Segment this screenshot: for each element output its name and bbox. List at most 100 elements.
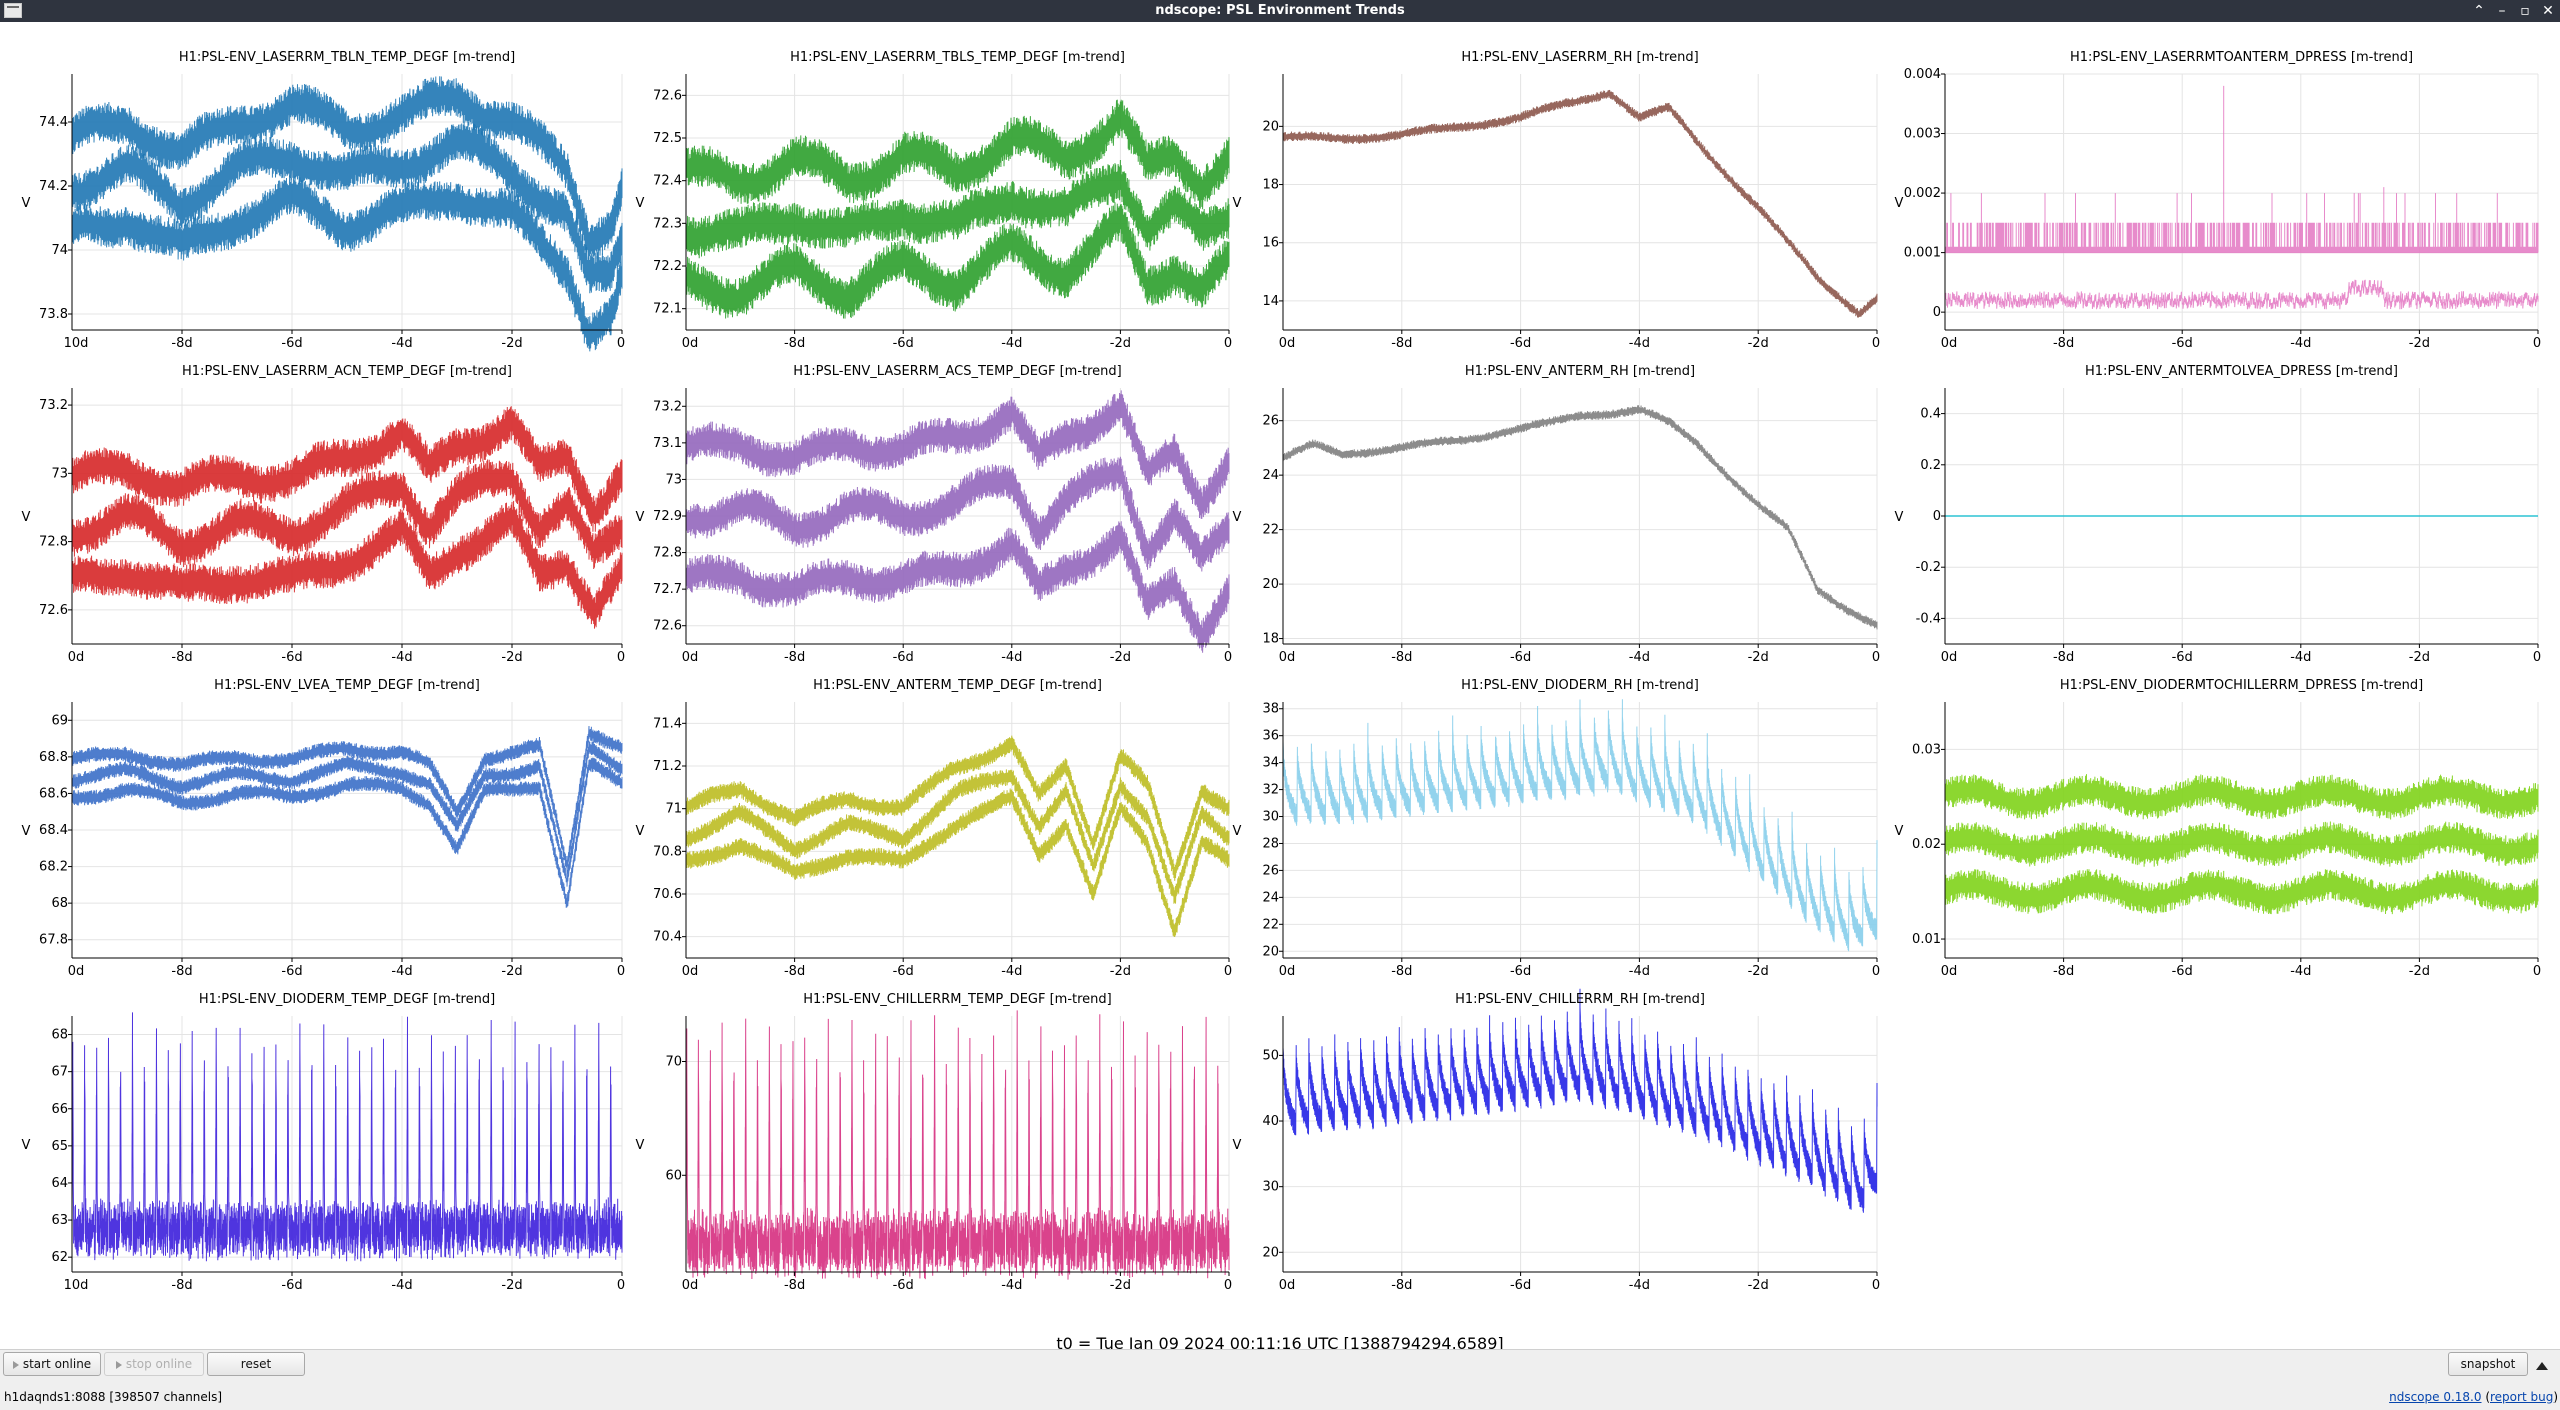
y-tick-label: 26: [1262, 863, 1279, 878]
plot-9[interactable]: 0d -8d -6d -4d -2d 0 67.8 68 68.2 68.4 68.6 68.8 69 V…: [22, 678, 626, 979]
report-bug-link[interactable]: report bug: [2490, 1390, 2554, 1404]
plot-6[interactable]: 0d -8d -6d -4d -2d 0 72.6 72.7 72.8 72.9 73 73.1 73.…: [636, 364, 1233, 665]
y-tick-label: 73.1: [653, 436, 682, 451]
plot-12[interactable]: 0d -8d -6d -4d -2d 0 0.01 0.02 0.03 V H1:PSL-ENV_D…: [1895, 678, 2542, 979]
y-tick-label: 64: [51, 1176, 68, 1191]
maximize-icon[interactable]: ▫: [2520, 3, 2530, 19]
plot-11[interactable]: 0d -8d -6d -4d -2d 0 20 22 24 26 28 30 32 34 36 38 V H1:P…: [1233, 678, 1881, 979]
trace-line: [71, 740, 623, 887]
x-tick-label: -2d: [1110, 336, 1131, 351]
y-tick-label: 63: [51, 1213, 68, 1228]
x-tick-label: -4d: [1629, 1278, 1650, 1293]
start-online-button[interactable]: start online: [3, 1352, 101, 1376]
x-tick-label: 0d: [1279, 650, 1296, 665]
snapshot-button[interactable]: snapshot: [2448, 1352, 2528, 1376]
plot-3[interactable]: 0d -8d -6d -4d -2d 0 14 16 18 20 V H1:PSL-ENV_LASER…: [1233, 50, 1881, 351]
window-titlebar: ndscope: PSL Environment Trends ⌃ – ▫ ✕: [0, 0, 2560, 22]
plot-2[interactable]: 0d -8d -6d -4d -2d 0 72.1 72.2 72.3 72.4 72.5 72.6 V…: [636, 50, 1233, 351]
y-tick-label: 22: [1262, 523, 1279, 538]
keep-above-icon[interactable]: ⌃: [2473, 3, 2485, 19]
x-tick-label: -8d: [784, 964, 805, 979]
plot-10[interactable]: 0d -8d -6d -4d -2d 0 70.4 70.6 70.8 71 71.2 71.4 V H1…: [636, 678, 1233, 979]
x-tick-label: -6d: [893, 650, 914, 665]
y-axis-label: V: [1233, 510, 1242, 525]
plot-title: H1:PSL-ENV_DIODERM_RH [m-trend]: [1461, 678, 1699, 693]
y-axis-label: V: [636, 196, 645, 211]
y-axis-label: V: [636, 510, 645, 525]
plot-title: H1:PSL-ENV_ANTERMTOLVEA_DPRESS [m-trend]: [2085, 364, 2398, 379]
x-tick-label: -2d: [1748, 336, 1769, 351]
x-tick-label: -2d: [1748, 964, 1769, 979]
x-tick-label: -8d: [784, 1278, 805, 1293]
version-info: ndscope 0.18.0 (report bug): [2389, 1390, 2558, 1404]
x-tick-label: 0: [617, 1278, 625, 1293]
plot-grid: 10d -8d -6d -4d -2d 0 73.8 74 74.2 74.4 V H1:PSL-EN…: [0, 22, 2560, 1353]
x-tick-label: -8d: [171, 336, 192, 351]
y-tick-label: 73: [51, 466, 68, 481]
x-tick-label: -2d: [1748, 1278, 1769, 1293]
control-bar: start online stop online reset snapshot …: [0, 1349, 2560, 1410]
y-tick-label: 0.004: [1904, 67, 1941, 82]
y-tick-label: 34: [1262, 756, 1279, 771]
y-tick-label: 0: [1933, 509, 1941, 524]
y-tick-label: 68: [51, 896, 68, 911]
plot-7[interactable]: 0d -8d -6d -4d -2d 0 18 20 22 24 26 V H1:PSL-ENV_ANT…: [1233, 364, 1881, 665]
y-axis-label: V: [1895, 510, 1904, 525]
y-tick-label: 0.03: [1912, 742, 1941, 757]
y-tick-label: 20: [1262, 944, 1279, 959]
plot-4[interactable]: 0d -8d -6d -4d -2d 0 0 0.001 0.002 0.003 0.004 V H1:…: [1895, 50, 2542, 351]
y-tick-label: 14: [1262, 294, 1279, 309]
plot-title: H1:PSL-ENV_ANTERM_RH [m-trend]: [1465, 364, 1695, 379]
version-link[interactable]: ndscope 0.18.0: [2389, 1390, 2482, 1404]
y-tick-label: 20: [1262, 119, 1279, 134]
trace-line: [685, 1010, 1230, 1280]
x-tick-label: -6d: [2172, 964, 2193, 979]
y-tick-label: 30: [1262, 810, 1279, 825]
x-tick-label: -2d: [2409, 650, 2430, 665]
y-tick-label: 69: [51, 713, 68, 728]
y-tick-label: 71: [665, 802, 682, 817]
x-tick-label: -2d: [1110, 964, 1131, 979]
y-tick-label: 0: [1933, 305, 1941, 320]
y-tick-label: 28: [1262, 836, 1279, 851]
x-tick-label: -4d: [1001, 964, 1022, 979]
trace-line: [685, 390, 1230, 520]
trace-line: [71, 459, 623, 570]
x-tick-label: 10d: [64, 336, 89, 351]
x-tick-label: -6d: [281, 1278, 302, 1293]
y-tick-label: 0.001: [1904, 246, 1941, 261]
x-tick-label: 0d: [1279, 1278, 1296, 1293]
plot-5[interactable]: 0d -8d -6d -4d -2d 0 72.6 72.8 73 73.2 V H1:PSL-ENV…: [22, 364, 626, 665]
y-tick-label: 72.7: [653, 582, 682, 597]
plot-15[interactable]: 0d -8d -6d -4d -2d 0 20 30 40 50 V H1:PSL-ENV_CHILL…: [1233, 988, 1881, 1293]
y-tick-label: 20: [1262, 577, 1279, 592]
plot-8[interactable]: 0d -8d -6d -4d -2d 0 -0.4 -0.2 0 0.2 0.4 V H1:PSL-EN…: [1895, 364, 2542, 665]
trace-line: [1282, 988, 1878, 1213]
x-tick-label: -2d: [2409, 336, 2430, 351]
y-tick-label: 72.6: [653, 619, 682, 634]
plot-13[interactable]: 10d -8d -6d -4d -2d 0 62 63 64 65 66 67 68 V H1:PSL-EN…: [22, 992, 626, 1293]
y-tick-label: 22: [1262, 917, 1279, 932]
plots-canvas[interactable]: 10d -8d -6d -4d -2d 0 73.8 74 74.2 74.4 V H1:PSL-EN…: [0, 22, 2560, 1350]
y-tick-label: 32: [1262, 783, 1279, 798]
close-icon[interactable]: ✕: [2542, 3, 2554, 19]
plot-14[interactable]: 0d -8d -6d -4d -2d 0 60 70 V H1:PSL-ENV_CHILLERRM…: [636, 992, 1233, 1293]
x-tick-label: -4d: [1629, 650, 1650, 665]
collapse-up-icon[interactable]: [2536, 1362, 2548, 1370]
y-tick-label: 72.6: [39, 603, 68, 618]
x-tick-label: -2d: [2409, 964, 2430, 979]
y-axis-label: V: [1895, 824, 1904, 839]
minimize-icon[interactable]: –: [2498, 3, 2506, 19]
x-tick-label: 0: [1872, 336, 1880, 351]
x-tick-label: -8d: [2053, 964, 2074, 979]
y-tick-label: 30: [1262, 1180, 1279, 1195]
x-tick-label: 0: [1872, 650, 1880, 665]
x-tick-label: -6d: [1510, 964, 1531, 979]
y-tick-label: 72.1: [653, 302, 682, 317]
y-tick-label: 60: [665, 1168, 682, 1183]
plot-1[interactable]: 10d -8d -6d -4d -2d 0 73.8 74 74.2 74.4 V H1:PSL-EN…: [22, 50, 626, 352]
reset-button[interactable]: reset: [207, 1352, 305, 1376]
trace-line: [1282, 89, 1878, 318]
y-tick-label: 67: [51, 1065, 68, 1080]
y-tick-label: 70: [665, 1055, 682, 1070]
